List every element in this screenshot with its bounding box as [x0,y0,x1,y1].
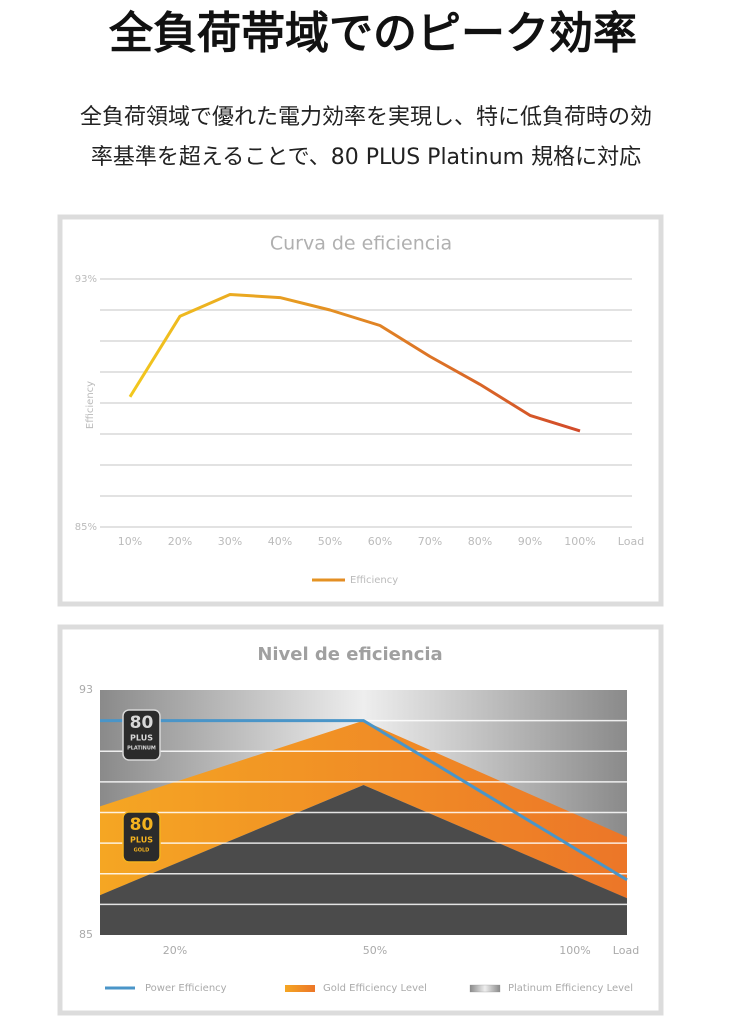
legend-swatch [285,985,315,992]
y-tick-label: 93% [75,274,97,285]
x-tick-label: 100% [564,535,595,548]
y-tick-label: 93 [79,683,93,696]
badge-text: PLUS [130,836,153,845]
x-tick-label: 100% [559,944,590,957]
efficiency-level-chart: Nivel de eficiencia938580PLUSPLATINUM80P… [79,644,639,994]
badge-text: 80 [130,713,154,733]
badge-text: PLUS [130,734,153,743]
x-tick-label: 40% [268,535,292,548]
legend-swatch [469,984,501,993]
x-tick-label: 90% [518,535,542,548]
legend-label: Platinum Efficiency Level [508,983,633,994]
x-tick-label: 80% [468,535,492,548]
chart-frame [57,214,664,607]
below-gold-area [100,784,627,935]
efficiency-curve-chart: Curva de eficiencia 93% 85% Efficiency 10% 20… [75,233,644,587]
y-tick-label: 85% [75,522,97,533]
x-axis-label: Load [613,944,639,957]
badge-text: PLATINUM [127,746,156,752]
x-tick-label: 70% [418,535,442,548]
chart-title: Curva de eficiencia [270,233,452,255]
x-tick-label: 20% [168,535,192,548]
x-tick-label: 50% [363,944,387,957]
chart-title: Nivel de eficiencia [257,644,442,665]
gold-level-band [100,720,627,899]
x-tick-label: 30% [218,535,242,548]
badge-text: GOLD [134,848,150,854]
badge [122,709,161,761]
description: 率基準を超えることで、80 PLUS Platinum 規格に対応 [91,145,641,170]
y-tick-label: 85 [79,928,93,941]
x-axis-label: Load [618,535,644,548]
description: 全負荷領域で優れた電力効率を実現し、特に低負荷時の効 [80,105,652,130]
badge [122,811,161,863]
x-tick-label: 50% [318,535,342,548]
x-tick-label: 20% [163,944,187,957]
x-tick-label: 10% [118,535,142,548]
power-efficiency-line [100,719,628,882]
legend-label: Efficiency [350,575,398,586]
x-tick-label: 60% [368,535,392,548]
y-axis-label: Efficiency [85,381,96,429]
badge-text: 80 [130,815,154,835]
legend-label: Gold Efficiency Level [323,983,427,994]
legend-label: Power Efficiency [145,983,227,994]
heading: 全負荷帯域でのピーク効率 [108,8,637,59]
efficiency-line [128,293,581,433]
